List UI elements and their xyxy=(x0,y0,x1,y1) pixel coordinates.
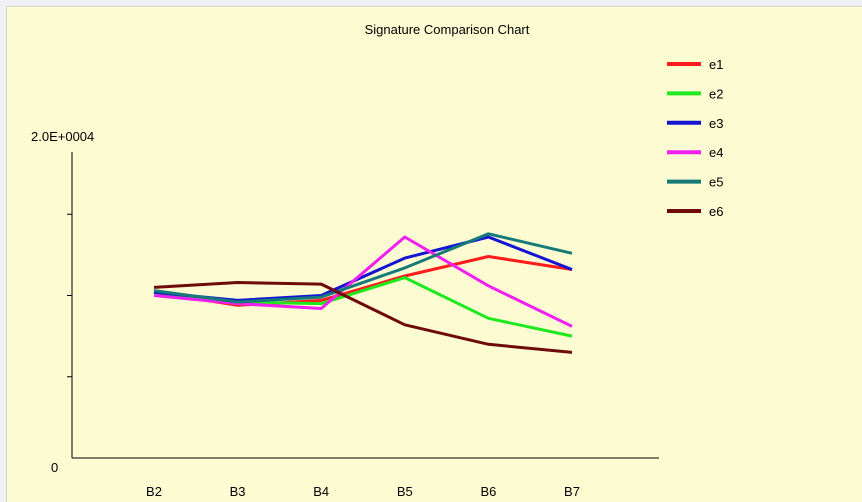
series-lines xyxy=(153,232,573,354)
legend: e1 e2 e3 e4 e5 e6 xyxy=(667,57,723,219)
x-tick-label-b7: B7 xyxy=(564,484,580,499)
y-tick-label-top: 2.0E+0004 xyxy=(31,129,94,144)
series-line-e2 xyxy=(153,276,573,338)
x-tick-label-b4: B4 xyxy=(313,484,329,499)
y-tick-label-bottom: 0 xyxy=(51,460,58,475)
x-tick-label-b5: B5 xyxy=(397,484,413,499)
legend-label-e2: e2 xyxy=(709,86,723,101)
legend-label-e1: e1 xyxy=(709,57,723,72)
legend-label-e5: e5 xyxy=(709,175,723,190)
x-tick-label-b6: B6 xyxy=(480,484,496,499)
legend-label-e4: e4 xyxy=(709,145,723,160)
line-chart: Signature Comparison Chart 2.0E+0004 0 B… xyxy=(31,22,723,499)
x-tick-label-b3: B3 xyxy=(230,484,246,499)
chart-title: Signature Comparison Chart xyxy=(365,22,530,37)
x-tick-label-b2: B2 xyxy=(146,484,162,499)
series-line-e5 xyxy=(153,232,573,304)
legend-label-e3: e3 xyxy=(709,116,723,131)
chart-panel: Signature Comparison Chart 2.0E+0004 0 B… xyxy=(6,6,862,502)
x-tick-labels: B2 B3 B4 B5 B6 B7 xyxy=(146,484,580,499)
y-ticks xyxy=(67,213,72,378)
series-line-e4 xyxy=(153,235,573,328)
series-line-e6 xyxy=(153,281,573,354)
legend-label-e6: e6 xyxy=(709,204,723,219)
